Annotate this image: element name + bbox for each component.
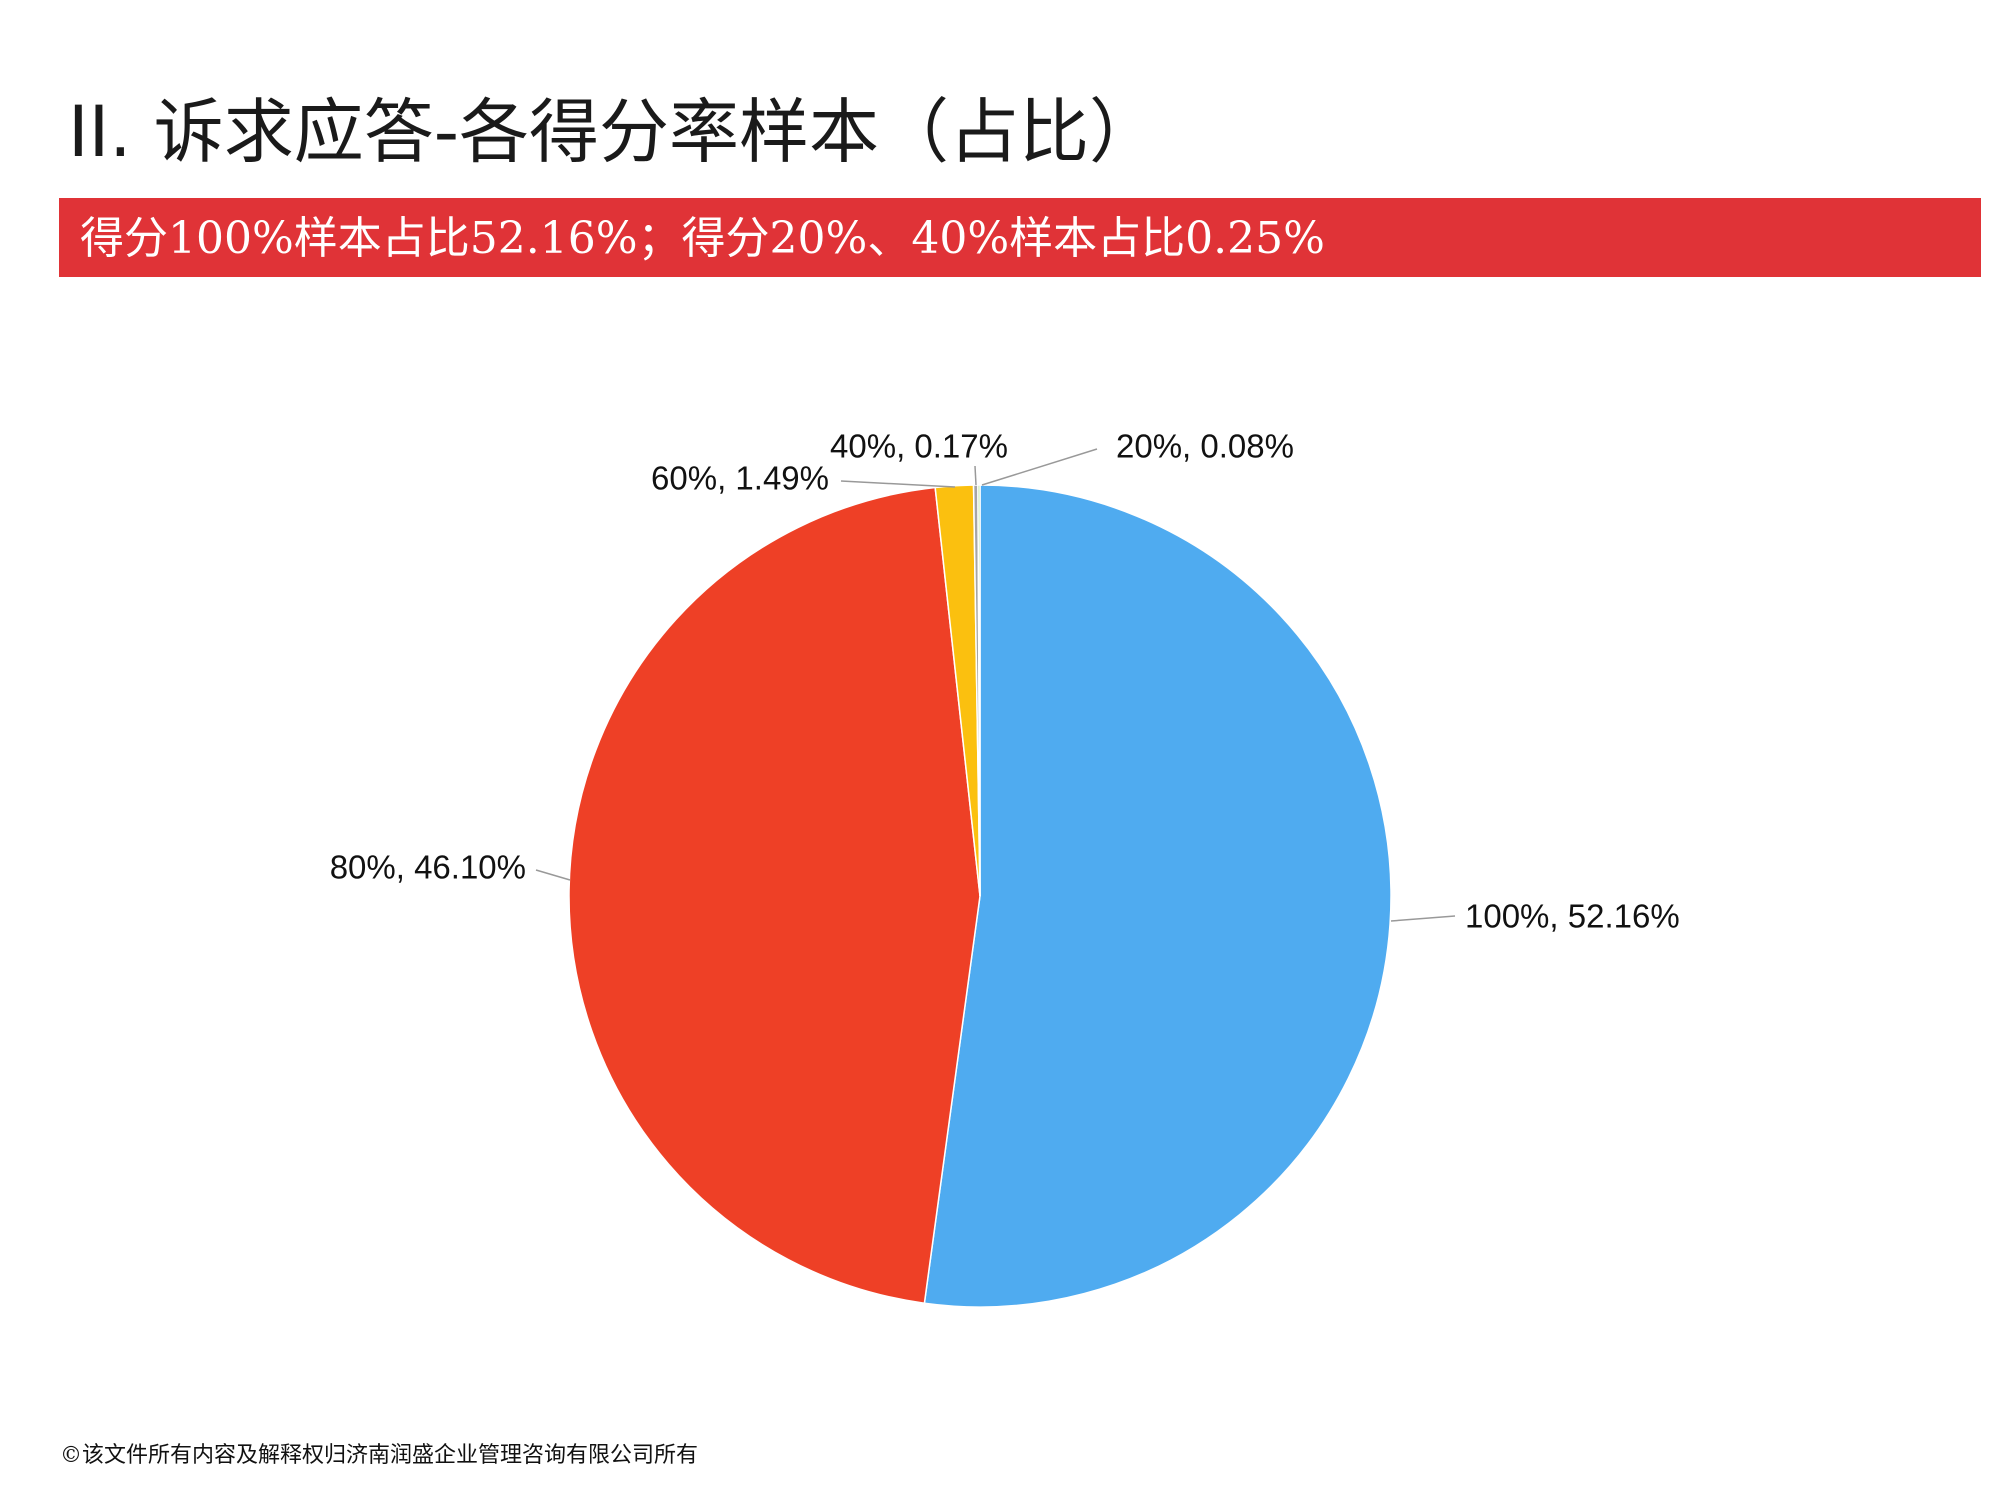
leader-line <box>974 465 977 486</box>
banner <box>59 198 1981 277</box>
leader-line <box>840 480 956 488</box>
leader-line <box>981 448 1098 486</box>
leader-line <box>1390 915 1456 922</box>
data-label: 60%, 1.49% <box>651 460 829 497</box>
data-label: 80%, 46.10% <box>330 849 526 886</box>
leader-line <box>535 869 571 881</box>
data-label: 40%, 0.17% <box>830 428 1008 465</box>
pie-slice <box>923 484 1392 1308</box>
data-label: 100%, 52.16% <box>1465 898 1680 935</box>
data-label: 20%, 0.08% <box>1116 428 1294 465</box>
pie-slice <box>568 486 981 1305</box>
slide-title: II. 诉求应答-各得分率样本（占比） <box>68 91 1159 173</box>
pie-slice <box>977 484 981 897</box>
banner-text: 得分100%样本占比52.16%；得分20%、40%样本占比0.25% <box>80 213 1325 264</box>
footer: ©该文件所有内容及解释权归济南润盛企业管理咨询有限公司所有 <box>60 1443 698 1468</box>
